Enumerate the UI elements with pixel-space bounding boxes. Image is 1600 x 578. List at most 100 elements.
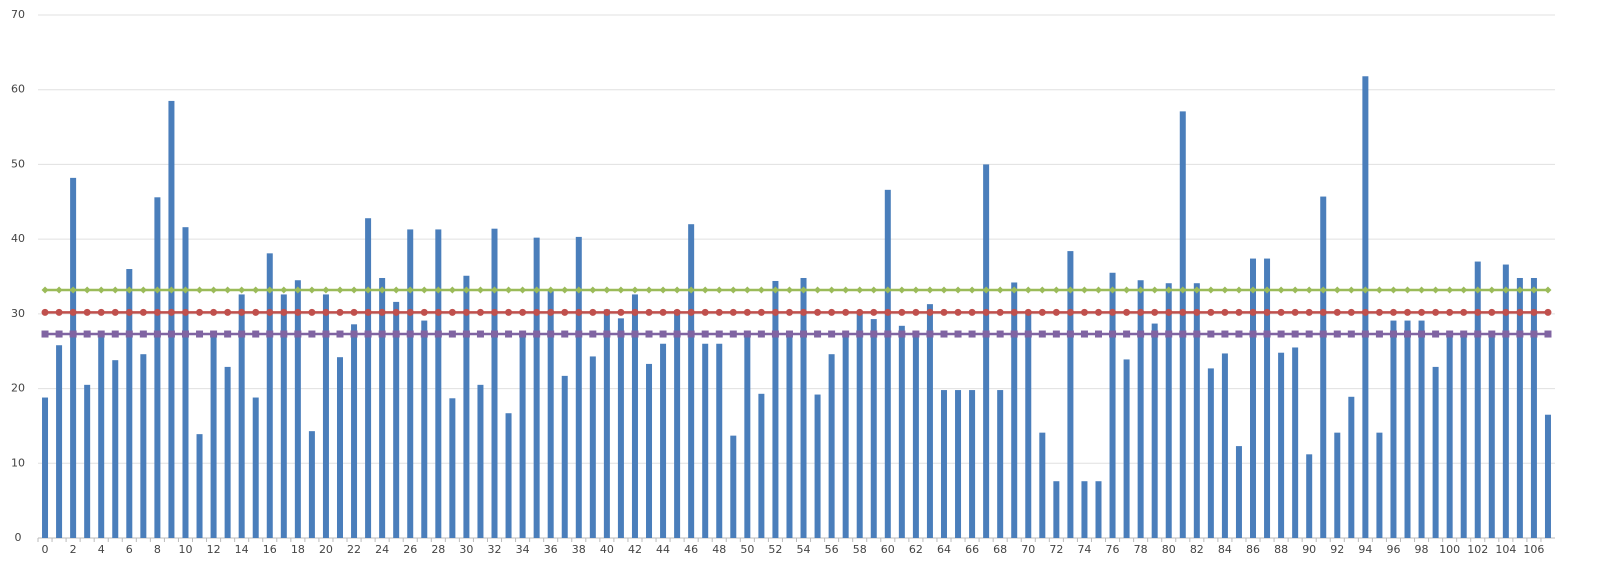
bar: [1207, 368, 1214, 538]
marker: [491, 330, 499, 338]
marker: [181, 286, 189, 294]
bar: [1530, 277, 1537, 538]
bar: [84, 384, 91, 538]
bar: [280, 294, 287, 538]
marker: [1347, 286, 1355, 294]
marker: [547, 308, 555, 316]
x-tick-label: 74: [1077, 543, 1091, 556]
bar: [168, 100, 175, 539]
bar: [505, 413, 512, 538]
y-tick-label: 0: [15, 531, 22, 544]
marker: [800, 286, 808, 294]
marker: [1305, 330, 1313, 338]
marker: [69, 308, 77, 316]
marker: [898, 286, 906, 294]
marker: [1347, 308, 1355, 316]
marker: [1544, 286, 1552, 294]
x-tick-label: 54: [797, 543, 811, 556]
marker: [41, 330, 49, 338]
marker: [1249, 286, 1257, 294]
marker: [406, 330, 414, 338]
marker: [1432, 330, 1440, 338]
bar: [56, 345, 63, 538]
bar: [561, 375, 568, 538]
marker: [771, 330, 779, 338]
x-tick-label: 76: [1106, 543, 1120, 556]
marker: [884, 308, 892, 316]
bar: [1151, 323, 1158, 538]
marker: [589, 330, 597, 338]
marker: [1502, 308, 1510, 316]
bar: [912, 332, 919, 538]
marker: [842, 308, 850, 316]
marker: [1263, 286, 1271, 294]
bar: [898, 325, 905, 538]
marker: [856, 308, 864, 316]
x-tick-label: 18: [291, 543, 305, 556]
marker: [968, 308, 976, 316]
marker: [462, 286, 470, 294]
marker: [1474, 308, 1482, 316]
bar: [196, 434, 203, 538]
marker: [1319, 286, 1327, 294]
x-tick-label: 46: [684, 543, 698, 556]
marker: [1446, 330, 1454, 338]
bar: [252, 397, 259, 538]
marker: [1502, 330, 1510, 338]
marker: [547, 330, 555, 338]
marker: [1221, 308, 1229, 316]
marker: [1516, 286, 1524, 294]
bar: [1348, 396, 1355, 538]
marker: [1094, 308, 1102, 316]
bar: [1109, 272, 1116, 538]
bar: [646, 363, 653, 538]
marker: [210, 286, 218, 294]
marker: [167, 330, 175, 338]
x-tick-label: 20: [319, 543, 333, 556]
x-tick-label: 102: [1467, 543, 1488, 556]
marker: [1024, 286, 1032, 294]
marker: [153, 330, 161, 338]
marker: [912, 286, 920, 294]
bar: [210, 331, 217, 538]
x-tick-label: 2: [70, 543, 77, 556]
marker: [814, 330, 822, 338]
marker: [420, 308, 428, 316]
marker: [589, 308, 597, 316]
marker: [181, 308, 189, 316]
marker: [1530, 286, 1538, 294]
x-tick-label: 22: [347, 543, 361, 556]
marker: [406, 308, 414, 316]
bar: [112, 360, 119, 538]
y-tick-label: 30: [11, 307, 25, 320]
marker: [1305, 286, 1313, 294]
marker: [870, 286, 878, 294]
marker: [1123, 330, 1131, 338]
marker: [687, 286, 695, 294]
marker: [701, 286, 709, 294]
marker: [1179, 308, 1187, 316]
marker: [111, 330, 119, 338]
marker: [673, 330, 681, 338]
x-tick-label: 48: [712, 543, 726, 556]
marker: [280, 330, 288, 338]
marker: [561, 308, 569, 316]
marker: [55, 330, 63, 338]
marker: [1361, 286, 1369, 294]
bar: [308, 431, 315, 538]
marker: [743, 308, 751, 316]
marker: [926, 330, 934, 338]
marker: [252, 330, 260, 338]
marker: [561, 330, 569, 338]
marker: [1319, 330, 1327, 338]
bar: [477, 384, 484, 538]
marker: [210, 330, 218, 338]
marker: [856, 330, 864, 338]
marker: [1123, 308, 1131, 316]
marker: [1193, 286, 1201, 294]
bar: [575, 236, 582, 538]
marker: [420, 330, 428, 338]
bar: [814, 394, 821, 538]
marker: [364, 330, 372, 338]
marker: [167, 286, 175, 294]
